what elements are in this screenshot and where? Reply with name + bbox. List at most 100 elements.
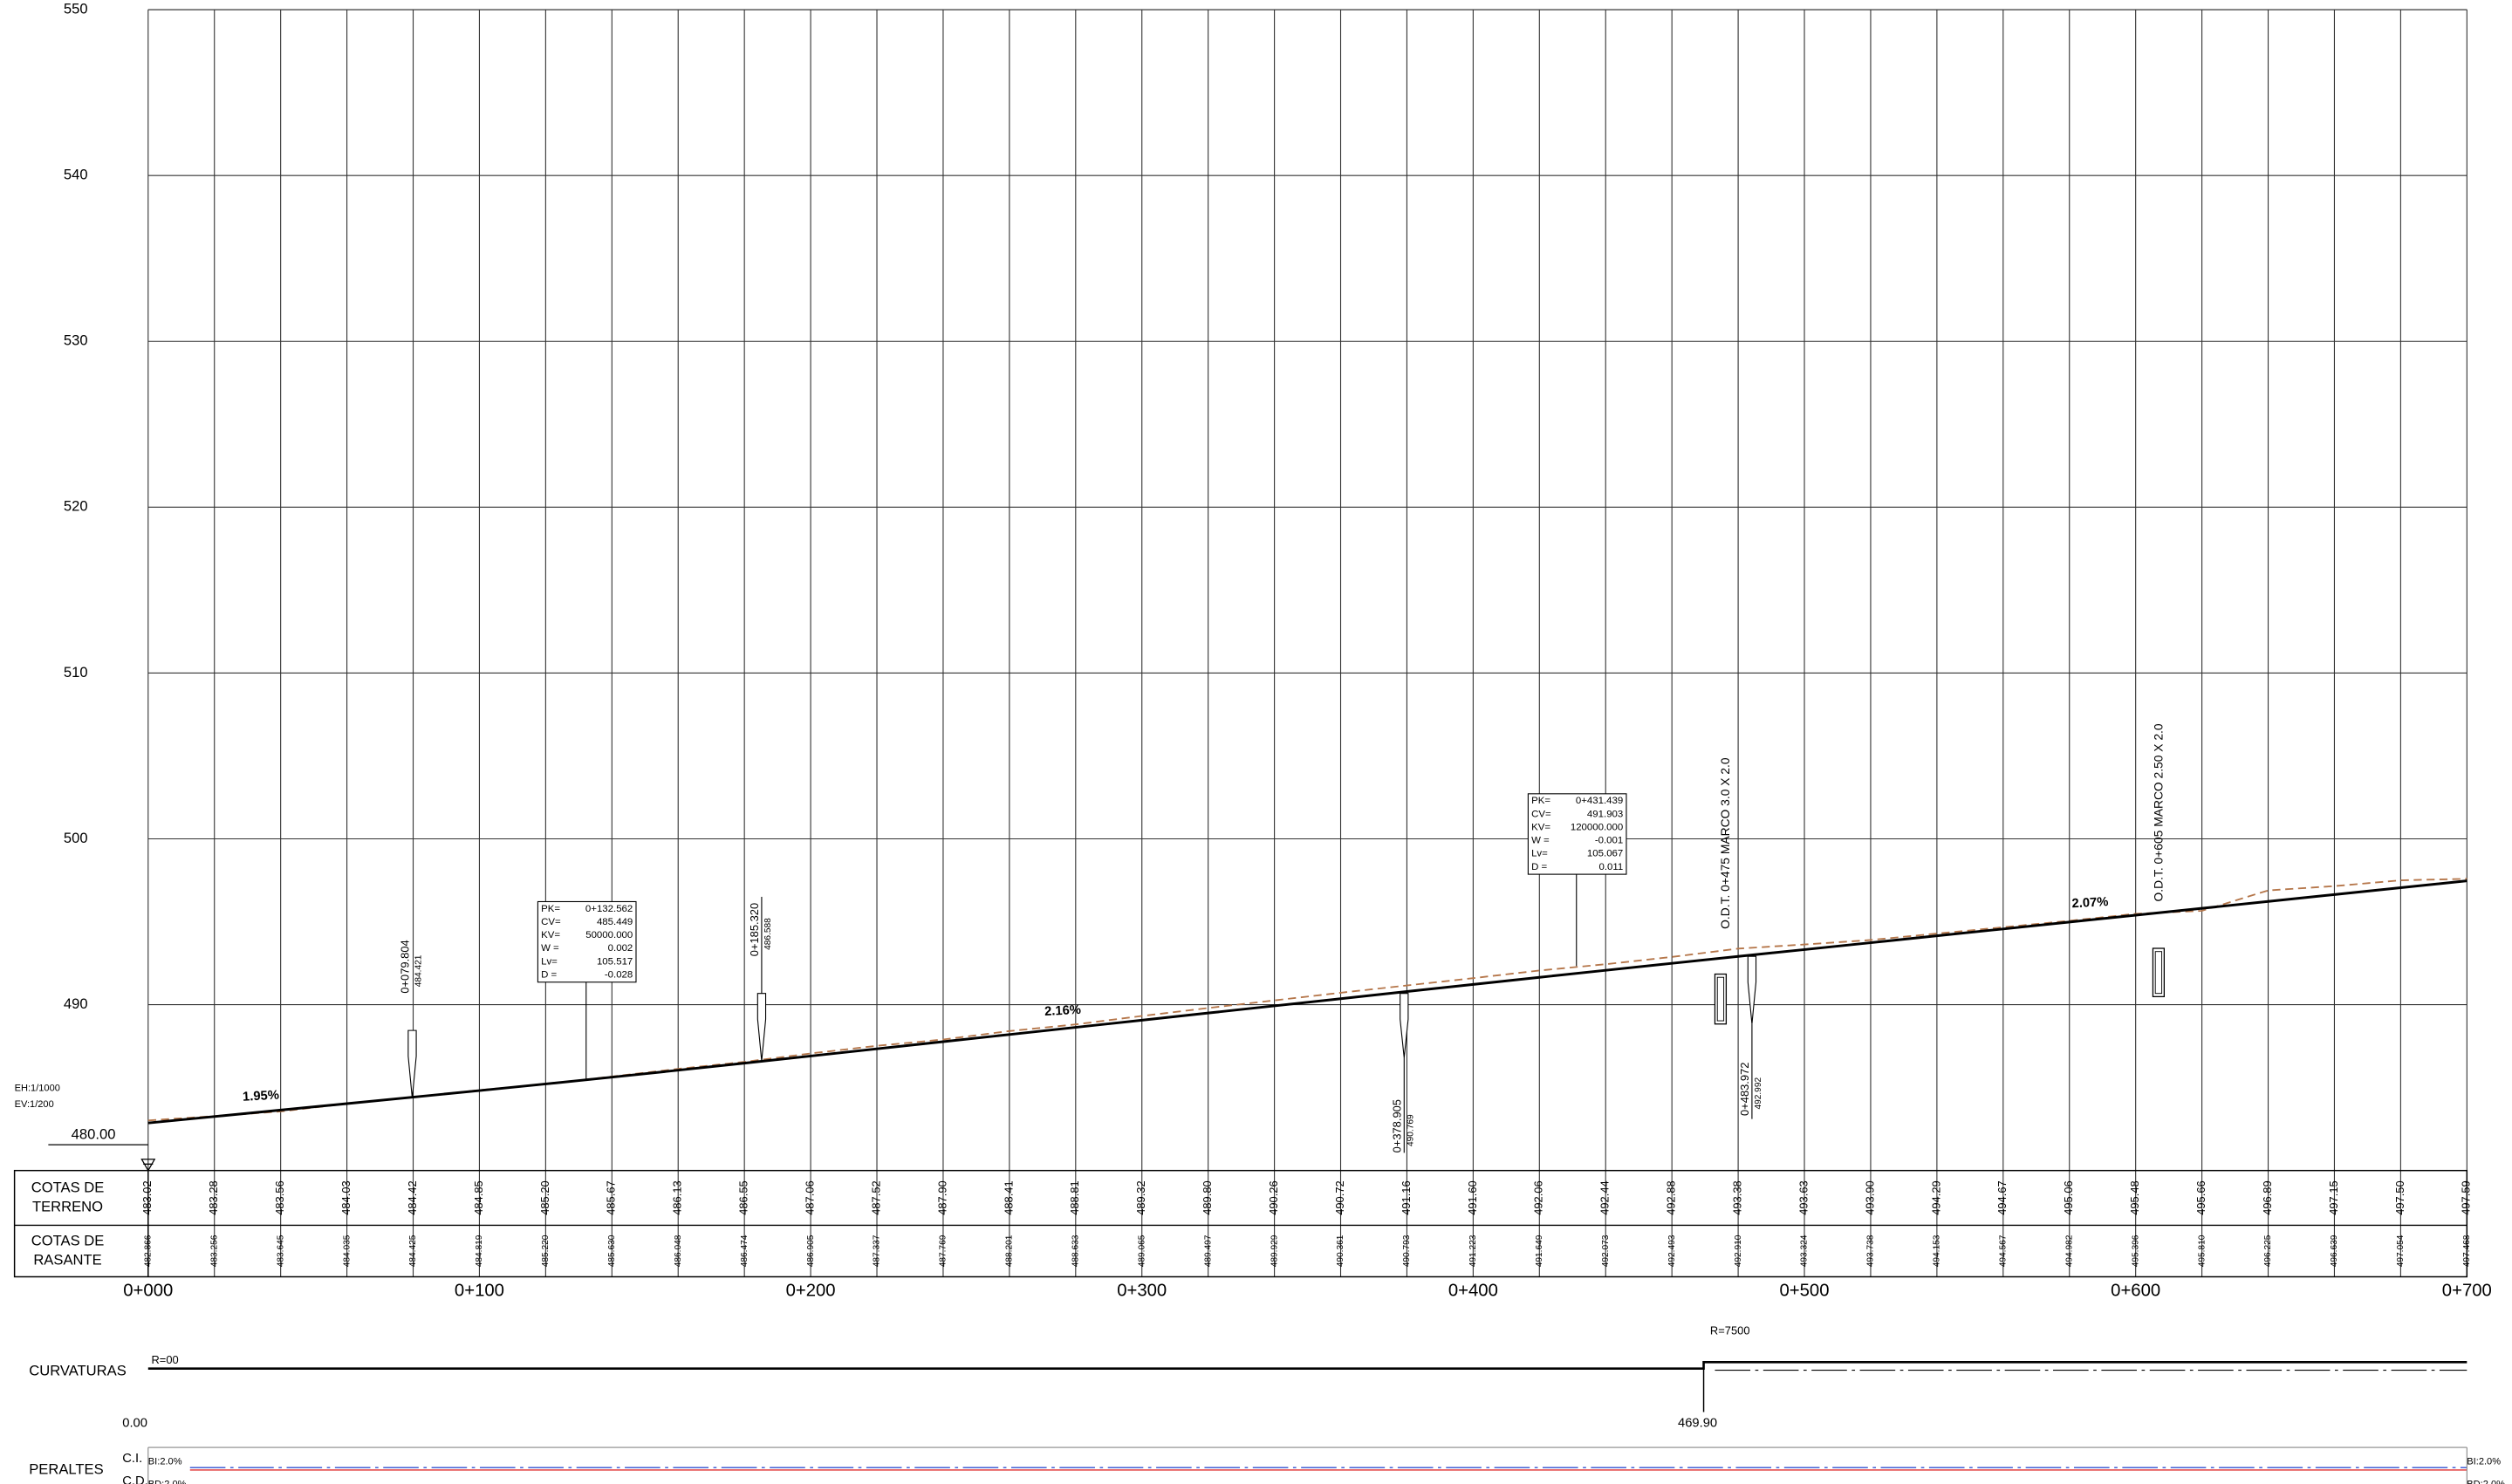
datum-symbol [140,1159,156,1172]
table-value: 495.396 [2131,1234,2140,1267]
table-value: 493.324 [1800,1234,1810,1267]
table-value: 488.201 [1005,1234,1015,1267]
table-value: 483.56 [273,1180,286,1214]
curve-value: 0.011 [1598,862,1623,872]
table-value: 491.223 [1468,1234,1478,1267]
scale-label: EH:1/1000 [15,1083,60,1093]
table-value: 490.26 [1267,1180,1280,1214]
table-value: 486.13 [671,1180,684,1214]
curve-key: Lv= [1531,849,1548,859]
table-value: 486.048 [674,1234,683,1267]
point-station: 0+079.804 [398,940,411,993]
datum-label: 480.00 [72,1125,116,1142]
table-value: 485.220 [541,1234,551,1267]
point-station: 0+378.905 [1390,1099,1403,1152]
curve-key: CV= [541,917,561,927]
table-value: 497.054 [2396,1234,2406,1267]
marker [756,993,767,1062]
curve-value: 105.067 [1587,849,1623,859]
scale-label: EV:1/200 [15,1099,54,1110]
y-tick-label: 490 [64,995,88,1012]
table-value: 487.337 [873,1234,882,1267]
row-label: COTAS DE [31,1179,105,1195]
table-value: 484.85 [472,1180,485,1214]
curve-key: D = [541,969,557,980]
table-value: 482.866 [143,1234,153,1267]
row-label: TERRENO [32,1199,103,1215]
table-value: 487.90 [935,1180,948,1214]
peralte-value: BD:2.0% [148,1479,187,1484]
section-label: CURVATURAS [29,1363,127,1379]
x-tick-label: 0+400 [1448,1281,1498,1300]
curve-value: 485.449 [597,917,633,927]
table-value: 485.67 [605,1180,618,1214]
table-value: 492.910 [1734,1234,1743,1267]
table-value: 488.633 [1071,1234,1080,1267]
y-tick-label: 500 [64,830,88,846]
row-label: COTAS DE [31,1232,105,1248]
table-value: 484.42 [406,1180,419,1214]
point-elevation: 484.421 [414,954,424,987]
peralte-value: BI:2.0% [148,1457,182,1467]
table-value: 490.361 [1336,1234,1345,1267]
table-value: 492.06 [1532,1180,1545,1214]
table-value: 493.63 [1797,1180,1810,1214]
table-value: 483.02 [140,1180,154,1214]
table-value: 491.649 [1535,1234,1544,1267]
table-value: 485.20 [538,1180,551,1214]
curve-value: 120000.000 [1571,822,1623,832]
section-label: PERALTES [29,1460,103,1477]
table-value: 494.982 [2064,1234,2074,1267]
curve-key: PK= [541,904,560,914]
table-value: 488.81 [1068,1180,1081,1214]
point-elevation: 490.769 [1406,1114,1415,1146]
curve-key: KV= [541,930,560,940]
table-value: 492.44 [1598,1180,1612,1214]
table-value: 495.66 [2194,1180,2207,1214]
grade-label: 1.95% [243,1089,280,1104]
grade-label: 2.16% [1044,1003,1082,1019]
table-value: 484.425 [408,1234,418,1267]
table-value: 495.810 [2197,1234,2207,1267]
table-value: 492.073 [1601,1234,1611,1267]
table-value: 494.67 [1995,1180,2009,1214]
curve-station: 469.90 [1678,1416,1717,1430]
curve-key: D = [1531,862,1547,872]
x-tick-label: 0+500 [1780,1281,1830,1300]
peralte-row: C.D. [122,1474,148,1484]
culvert-inner [1716,976,1725,1022]
table-value: 488.41 [1002,1180,1015,1214]
x-tick-label: 0+300 [1117,1281,1167,1300]
curve-key: Lv= [541,956,558,967]
curve-station: 0.00 [122,1416,147,1430]
curve-box [1527,793,1627,875]
point-station: 0+483.972 [1738,1063,1751,1116]
table-value: 490.72 [1333,1180,1346,1214]
culvert [2152,947,2166,998]
curve-value: -0.028 [605,969,633,980]
point-elevation: 486.588 [763,918,773,950]
curve-box [537,900,637,983]
peralte-row: C.I. [122,1452,142,1466]
x-tick-label: 0+000 [123,1281,173,1300]
table-value: 484.819 [475,1234,484,1267]
x-tick-label: 0+100 [455,1281,504,1300]
table-value: 490.793 [1402,1234,1412,1267]
y-tick-label: 530 [64,332,88,349]
point-elevation: 492.992 [1754,1077,1763,1110]
point-station: 0+185.320 [748,903,761,956]
table-value: 497.468 [2462,1234,2472,1267]
table-value: 489.32 [1134,1180,1147,1214]
x-tick-label: 0+200 [786,1281,836,1300]
table-value: 484.03 [339,1180,353,1214]
row-label: RASANTE [33,1251,101,1268]
x-tick-label: 0+700 [2442,1281,2492,1300]
table-value: 489.80 [1201,1180,1214,1214]
curve-key: CV= [1531,809,1551,819]
table-value: 492.88 [1665,1180,1678,1214]
marker [1400,993,1409,1058]
curve-key: PK= [1531,796,1550,806]
table-value: 486.474 [740,1234,749,1267]
table-value: 494.29 [1929,1180,1942,1214]
grade-line [147,879,2468,1125]
